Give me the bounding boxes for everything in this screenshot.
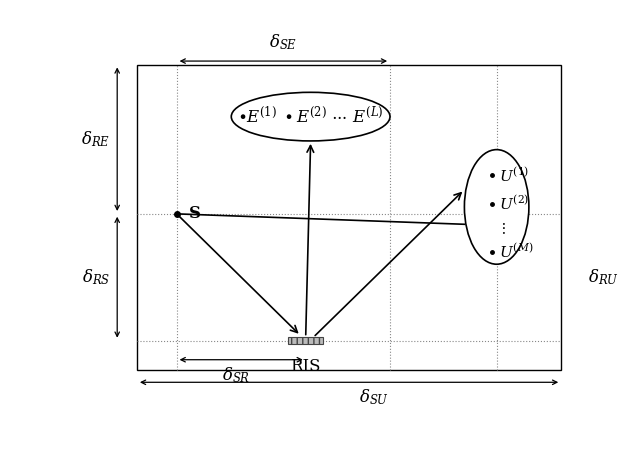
Text: S: S xyxy=(189,205,201,222)
Text: $\delta_{SE}$: $\delta_{SE}$ xyxy=(269,32,298,52)
Text: $\delta_{RS}$: $\delta_{RS}$ xyxy=(81,267,110,287)
Text: $U^{(1)}$: $U^{(1)}$ xyxy=(499,166,529,184)
Text: $\vdots$: $\vdots$ xyxy=(499,221,506,236)
Bar xyxy=(137,64,561,370)
Ellipse shape xyxy=(231,92,390,141)
Bar xyxy=(289,337,323,344)
Text: $\bullet E^{(1)}\ \bullet E^{(2)}\ \cdots\ E^{(L)}$: $\bullet E^{(1)}\ \bullet E^{(2)}\ \cdot… xyxy=(238,106,383,127)
Text: $\delta_{SU}$: $\delta_{SU}$ xyxy=(359,387,389,407)
Text: $\delta_{SR}$: $\delta_{SR}$ xyxy=(222,365,250,385)
Text: $\delta_{RE}$: $\delta_{RE}$ xyxy=(81,129,110,149)
Text: RIS: RIS xyxy=(291,358,321,375)
Text: $\delta_{RU}$: $\delta_{RU}$ xyxy=(588,267,620,287)
Ellipse shape xyxy=(465,150,529,264)
Text: $U^{(M)}$: $U^{(M)}$ xyxy=(499,243,534,261)
Text: $U^{(2)}$: $U^{(2)}$ xyxy=(499,195,529,213)
